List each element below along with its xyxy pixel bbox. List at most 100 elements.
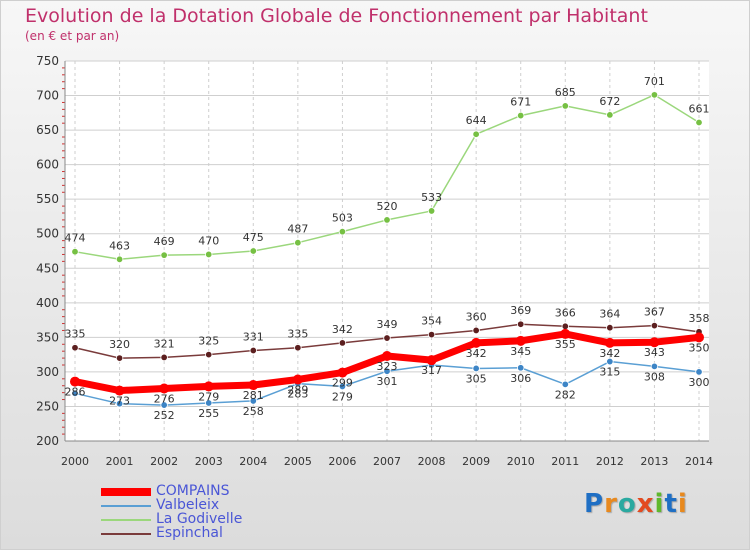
data-point-compains xyxy=(649,337,660,348)
data-label-la-godivelle: 487 xyxy=(287,223,308,236)
data-label-la-godivelle: 469 xyxy=(154,235,175,248)
data-point-espinchal xyxy=(71,344,79,352)
x-tick-label: 2000 xyxy=(61,455,89,468)
y-tick-label: 300 xyxy=(36,365,59,379)
data-label-compains: 345 xyxy=(510,345,531,358)
data-point-la-godivelle xyxy=(294,239,302,247)
data-label-espinchal: 360 xyxy=(466,310,487,323)
data-point-la-godivelle xyxy=(427,207,436,215)
proxiti-logo: Proxiti xyxy=(584,489,688,519)
data-label-valbeleix: 308 xyxy=(644,370,665,383)
x-tick-label: 2008 xyxy=(418,455,446,468)
data-point-la-godivelle xyxy=(115,255,124,263)
data-label-compains: 281 xyxy=(243,389,264,402)
data-point-espinchal xyxy=(606,323,614,332)
data-label-compains: 279 xyxy=(198,390,219,403)
data-point-compains xyxy=(382,351,392,362)
data-label-valbeleix: 300 xyxy=(689,376,710,389)
data-point-valbeleix xyxy=(205,399,213,407)
chart-title: Evolution de la Dotation Globale de Fonc… xyxy=(25,5,648,27)
data-label-valbeleix: 315 xyxy=(599,366,620,379)
y-tick-label: 650 xyxy=(36,123,59,137)
y-tick-label: 250 xyxy=(36,399,59,413)
data-label-compains: 355 xyxy=(555,338,576,351)
data-label-la-godivelle: 661 xyxy=(689,102,710,115)
data-label-compains: 276 xyxy=(154,392,175,405)
y-tick-label: 400 xyxy=(36,296,59,310)
data-label-valbeleix: 283 xyxy=(287,388,308,401)
logo-letter: P xyxy=(584,489,605,519)
x-tick-label: 2012 xyxy=(596,455,624,468)
data-label-espinchal: 331 xyxy=(243,330,264,343)
data-point-la-godivelle xyxy=(71,247,79,256)
logo-letter: r xyxy=(604,489,618,519)
x-tick-label: 2013 xyxy=(640,455,668,468)
data-label-espinchal: 358 xyxy=(689,312,710,325)
data-point-la-godivelle xyxy=(561,102,569,110)
data-label-compains: 343 xyxy=(644,346,665,359)
data-point-espinchal xyxy=(294,344,302,352)
x-tick-label: 2005 xyxy=(284,455,312,468)
data-point-valbeleix xyxy=(71,389,79,398)
chart-subtitle: (en € et par an) xyxy=(25,29,120,43)
data-point-valbeleix xyxy=(695,368,703,376)
data-point-la-godivelle xyxy=(383,216,391,224)
data-point-espinchal xyxy=(472,326,480,335)
x-tick-label: 2014 xyxy=(685,455,713,468)
data-point-compains xyxy=(515,335,526,346)
data-point-espinchal xyxy=(338,339,347,347)
data-label-valbeleix: 282 xyxy=(555,388,576,401)
plot-area xyxy=(65,61,709,441)
data-label-espinchal: 354 xyxy=(421,315,442,328)
data-label-la-godivelle: 672 xyxy=(599,95,620,108)
data-label-la-godivelle: 533 xyxy=(421,191,442,204)
data-label-la-godivelle: 644 xyxy=(466,114,487,127)
legend-label: La Godivelle xyxy=(156,511,243,527)
x-tick-label: 2004 xyxy=(239,455,267,468)
data-point-valbeleix xyxy=(561,380,569,389)
x-tick-label: 2011 xyxy=(551,455,579,468)
y-tick-label: 450 xyxy=(36,261,59,275)
data-point-compains xyxy=(471,337,482,348)
data-point-la-godivelle xyxy=(249,247,257,255)
data-label-espinchal: 335 xyxy=(287,328,308,341)
x-tick-label: 2007 xyxy=(373,455,401,468)
y-tick-label: 500 xyxy=(36,227,59,241)
data-label-compains: 273 xyxy=(109,395,130,408)
data-point-valbeleix xyxy=(249,397,257,405)
data-label-espinchal: 367 xyxy=(644,306,665,319)
data-label-espinchal: 349 xyxy=(377,318,398,331)
x-tick-label: 2010 xyxy=(507,455,535,468)
data-label-espinchal: 335 xyxy=(65,328,86,341)
data-label-compains: 350 xyxy=(689,341,710,354)
x-tick-label: 2003 xyxy=(195,455,223,468)
data-point-compains xyxy=(560,328,571,339)
data-label-la-godivelle: 463 xyxy=(109,239,130,252)
data-point-compains xyxy=(159,383,170,394)
y-tick-label: 200 xyxy=(36,434,59,448)
data-point-valbeleix xyxy=(517,364,525,372)
data-point-compains xyxy=(426,355,437,366)
data-point-espinchal xyxy=(650,321,659,330)
x-tick-label: 2006 xyxy=(328,455,356,468)
data-label-la-godivelle: 701 xyxy=(644,75,665,88)
data-label-valbeleix: 305 xyxy=(466,372,487,385)
data-point-la-godivelle xyxy=(695,118,703,127)
legend-label: Valbeleix xyxy=(156,497,220,513)
legend-label: COMPAINS xyxy=(156,483,230,499)
data-label-la-godivelle: 470 xyxy=(198,234,219,247)
logo-letter: t xyxy=(664,489,678,519)
y-tick-label: 750 xyxy=(36,54,59,68)
data-label-valbeleix: 255 xyxy=(198,407,219,420)
data-point-compains xyxy=(248,380,259,391)
data-label-valbeleix: 279 xyxy=(332,390,353,403)
data-label-espinchal: 342 xyxy=(332,323,353,336)
data-point-espinchal xyxy=(561,322,569,331)
data-label-compains: 299 xyxy=(332,377,353,390)
data-point-compains xyxy=(604,337,615,348)
data-label-compains: 286 xyxy=(65,386,86,399)
data-point-valbeleix xyxy=(338,382,347,391)
data-point-compains xyxy=(337,367,348,378)
